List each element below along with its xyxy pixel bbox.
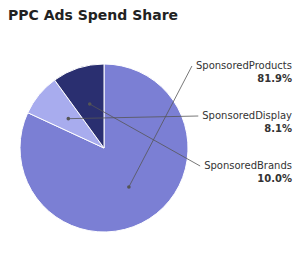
value-label: 81.9% xyxy=(257,73,292,84)
leader-dot xyxy=(67,117,71,121)
chart: PPC Ads Spend Share SponsoredProducts 81.9… xyxy=(0,0,300,261)
leader-dot xyxy=(88,102,92,106)
slice xyxy=(55,64,104,148)
value-label: 8.1% xyxy=(264,123,292,134)
leader-line xyxy=(129,66,192,187)
data-labels: SponsoredProducts 81.9% SponsoredDisplay 8.… xyxy=(196,60,292,184)
category-label: SponsoredProducts xyxy=(196,60,292,71)
leader-dot xyxy=(127,185,131,189)
chart-container: PPC Ads Spend Share SponsoredProducts 81.9… xyxy=(0,0,300,261)
value-label: 10.0% xyxy=(257,173,292,184)
slice xyxy=(20,64,188,232)
leader-line xyxy=(90,104,200,166)
leader-line xyxy=(68,116,198,119)
category-label: SponsoredDisplay xyxy=(202,110,292,121)
pie xyxy=(20,64,188,232)
category-label: SponsoredBrands xyxy=(204,160,292,171)
title: PPC Ads Spend Share xyxy=(8,7,178,23)
leader-lines xyxy=(67,66,201,189)
